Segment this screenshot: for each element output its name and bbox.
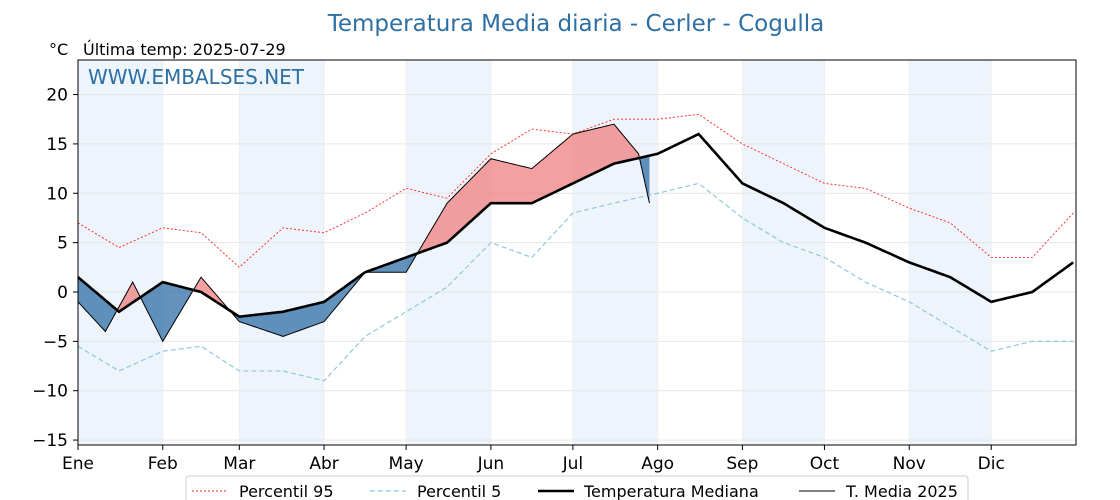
current-2025-line [77,123,650,343]
cold-anomaly-fill [231,273,364,337]
month-shading [78,60,992,445]
legend-p5-label: Percentil 5 [417,482,501,500]
legend-p95-label: Percentil 95 [239,482,334,500]
grid-lines [77,60,1076,445]
legend-box [185,475,969,500]
median-line [77,132,1075,319]
warm-anomaly-fill [418,124,639,253]
y-tick-label: 0 [57,283,68,303]
y-tick-label: −5 [43,332,68,352]
x-tick-label: May [389,454,424,474]
x-tick-label: Nov [893,454,926,474]
x-tick-label: Feb [148,454,178,474]
month-shade [572,60,658,445]
x-tick-label: Ene [62,454,94,474]
y-tick-label: 15 [46,135,68,155]
x-axis: Ene Feb Mar Abr May Jun Jul Ago Sep Oct Nov Dic [62,445,1005,474]
warm-anomaly-fill [194,277,230,311]
cold-anomaly-fill [78,277,117,332]
x-tick-label: Jul [562,454,584,474]
anomaly-fills [78,124,650,342]
legend-current-label: T. Media 2025 [845,482,958,500]
x-tick-label: Oct [810,454,840,474]
x-tick-label: Abr [309,454,338,474]
y-tick-label: 20 [46,86,68,106]
legend: Percentil 95 Percentil 5 Temperatura Med… [185,475,969,500]
y-tick-label: −15 [32,431,68,451]
series-lines [77,113,1075,382]
y-tick-label: 5 [57,234,68,254]
month-shade [239,60,325,445]
y-tick-label: 10 [46,184,68,204]
x-tick-label: Mar [223,454,255,474]
unit-label: °C [49,40,68,59]
plot-frame [77,59,1077,446]
y-axis: 20 15 10 5 0 −5 −10 −15 [32,86,78,451]
watermark: WWW.EMBALSES.NET [88,65,305,89]
warm-anomaly-fill [117,282,140,312]
last-temp-label: Última temp: 2025-07-29 [83,40,286,59]
x-tick-label: Ago [641,454,674,474]
x-tick-label: Dic [978,454,1005,474]
month-shade [78,60,163,445]
chart-title: Temperatura Media diaria - Cerler - Cogu… [327,11,825,37]
x-tick-label: Sep [726,454,758,474]
p5-line [77,182,1074,382]
cold-anomaly-fill [140,282,193,342]
legend-median-label: Temperatura Mediana [583,482,759,500]
month-shade [909,60,992,445]
x-tick-label: Jun [477,454,505,474]
y-tick-label: −10 [32,382,68,402]
